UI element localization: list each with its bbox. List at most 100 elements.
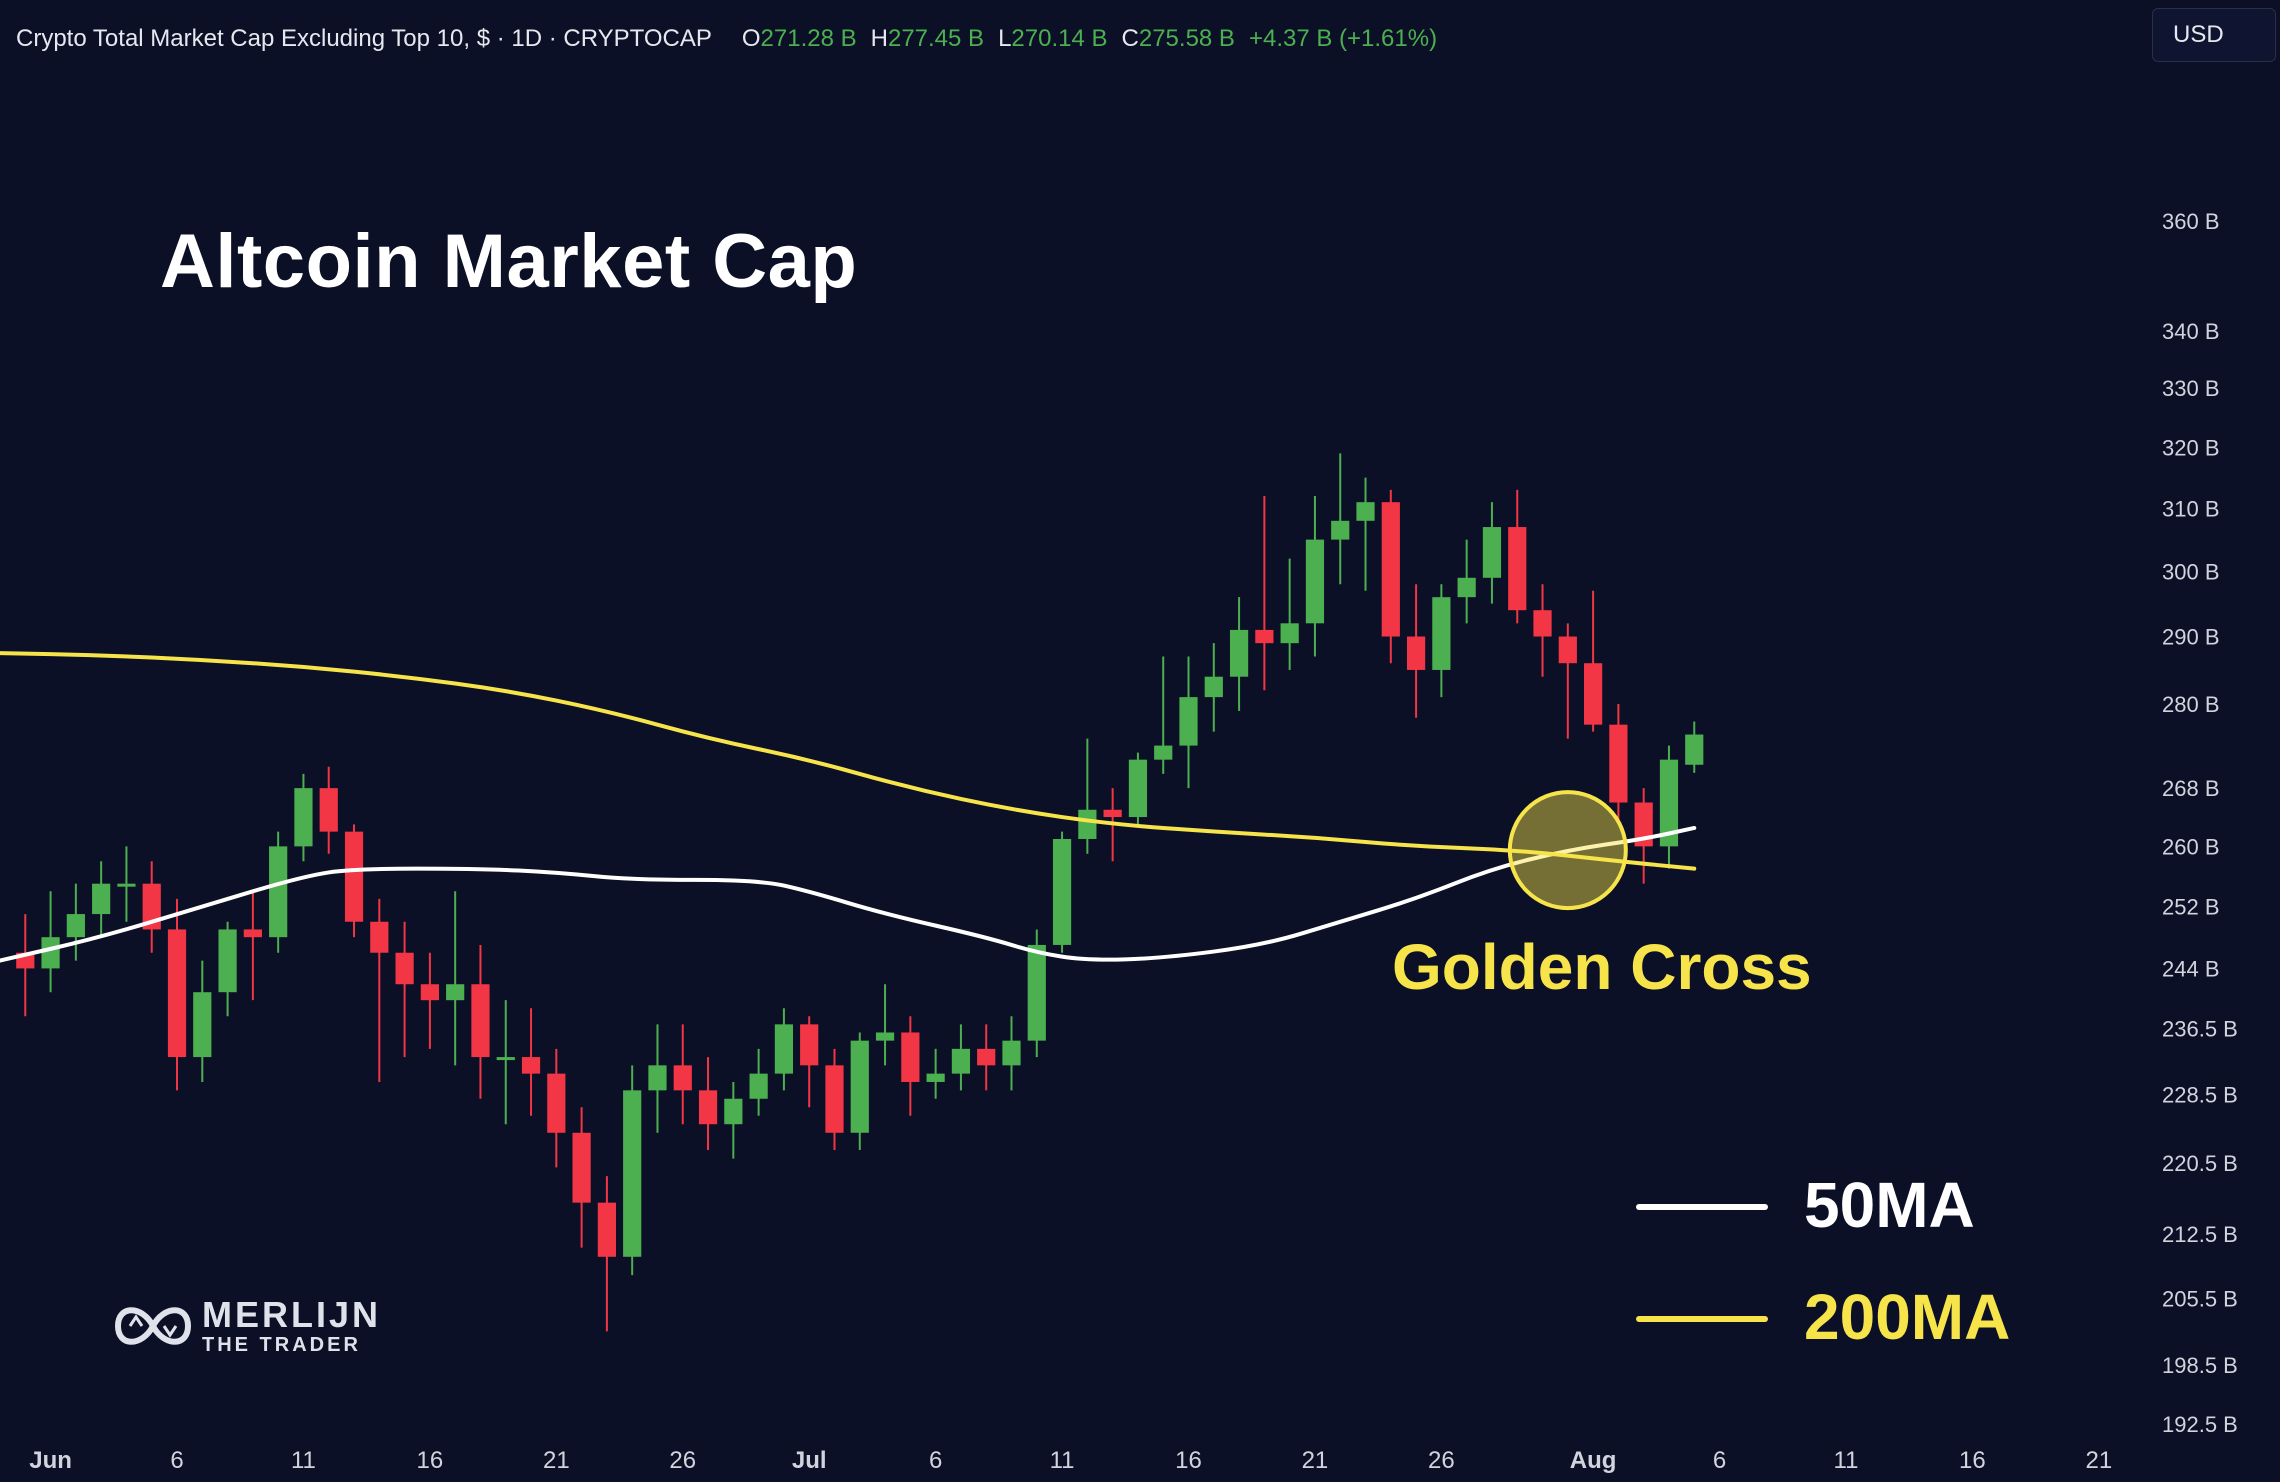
candle-2024-06-21 xyxy=(547,1048,566,1168)
candle-2024-07-29 xyxy=(1508,489,1527,624)
candle-2024-06-06 xyxy=(167,898,187,1091)
y-tick-label: 236.5 B xyxy=(2162,1016,2238,1041)
candle-body xyxy=(117,883,136,887)
candle-body xyxy=(774,1024,794,1074)
x-tick-label: 6 xyxy=(1713,1447,1726,1474)
candle-2024-06-15 xyxy=(395,921,414,1058)
y-tick-label: 360 B xyxy=(2162,209,2220,234)
candle-2024-06-18 xyxy=(471,944,490,1099)
candle-2024-07-02 xyxy=(825,1048,844,1151)
candle-2024-06-12 xyxy=(319,766,338,854)
candle-2024-06-01 xyxy=(41,891,60,993)
candle-body xyxy=(1482,527,1502,578)
x-tick-label: Aug xyxy=(1570,1447,1617,1474)
candle-body xyxy=(1584,663,1603,725)
candle-2024-08-02 xyxy=(1609,703,1628,825)
candle-2024-07-20 xyxy=(1280,558,1299,670)
candle-body xyxy=(698,1090,718,1125)
candle-body xyxy=(951,1048,971,1074)
x-tick-label: 21 xyxy=(2085,1447,2112,1474)
candle-2024-06-22 xyxy=(572,1107,591,1248)
candle-body xyxy=(269,846,288,938)
y-tick-label: 340 B xyxy=(2162,319,2220,344)
ma-line-200ma xyxy=(0,651,1697,871)
candle-2024-06-17 xyxy=(446,891,465,1066)
logo-line2: THE TRADER xyxy=(202,1334,361,1356)
low-label: L xyxy=(998,25,1012,52)
candle-2024-07-08 xyxy=(977,1024,996,1091)
candle-2024-07-06 xyxy=(926,1048,945,1099)
candle-2024-06-14 xyxy=(370,898,389,1082)
candle-2024-06-04 xyxy=(117,846,136,922)
x-tick-label: 21 xyxy=(543,1447,570,1474)
candle-2024-08-01 xyxy=(1584,590,1603,732)
candle-body xyxy=(395,952,414,985)
candle-2024-07-17 xyxy=(1204,643,1223,732)
candle-2024-06-20 xyxy=(521,1008,541,1116)
open-value: 271.28 B xyxy=(760,25,857,52)
candle-2024-07-22 xyxy=(1331,453,1350,585)
candle-2024-07-30 xyxy=(1533,584,1552,677)
y-tick-label: 228.5 B xyxy=(2162,1083,2238,1108)
candle-body xyxy=(673,1065,692,1091)
candle-body xyxy=(1331,520,1350,540)
candle-2024-07-23 xyxy=(1356,477,1375,591)
candle-body xyxy=(749,1073,768,1099)
candle-body xyxy=(66,914,85,938)
close-label: C xyxy=(1121,25,1139,52)
candle-body xyxy=(92,883,111,915)
x-tick-label: 11 xyxy=(1050,1447,1075,1474)
x-tick-label: Jul xyxy=(792,1447,827,1474)
candle-body xyxy=(1406,636,1426,670)
symbol-title: Crypto Total Market Cap Excluding Top 10… xyxy=(16,25,712,52)
candle-2024-07-26 xyxy=(1432,584,1451,698)
candle-body xyxy=(1078,809,1097,839)
candle-2024-06-26 xyxy=(673,1024,692,1125)
candle-body xyxy=(1002,1040,1021,1066)
candle-2024-07-01 xyxy=(800,1016,819,1108)
candle-body xyxy=(926,1073,945,1082)
candle-body xyxy=(193,992,212,1058)
candle-body xyxy=(1052,838,1072,945)
moving-averages-layer xyxy=(0,651,1697,963)
candle-2024-07-19 xyxy=(1255,496,1274,691)
candle-body xyxy=(1457,577,1476,598)
candle-body xyxy=(294,788,313,847)
x-tick-label: 16 xyxy=(1175,1447,1202,1474)
candle-body xyxy=(41,937,60,969)
candle-body xyxy=(1609,724,1628,803)
candle-body xyxy=(547,1073,566,1133)
candle-2024-07-03 xyxy=(850,1032,869,1151)
candle-body xyxy=(1154,745,1173,760)
candle-body xyxy=(344,831,364,922)
candle-2024-07-12 xyxy=(1078,738,1097,854)
candle-body xyxy=(1179,697,1198,746)
candle-2024-06-16 xyxy=(420,952,439,1049)
ma-line-50ma xyxy=(0,825,1697,963)
y-tick-label: 280 B xyxy=(2162,692,2220,717)
candle-body xyxy=(901,1032,920,1082)
candle-body xyxy=(850,1040,869,1133)
y-tick-label: 268 B xyxy=(2162,776,2220,801)
x-tick-label: 6 xyxy=(929,1447,942,1474)
candle-body xyxy=(572,1132,591,1203)
candle-2024-07-16 xyxy=(1179,656,1198,789)
candle-body xyxy=(218,929,237,993)
candle-body xyxy=(875,1032,895,1041)
legend-50ma-label: 50MA xyxy=(1804,1169,1975,1241)
golden-cross-label: Golden Cross xyxy=(1392,931,1812,1003)
currency-button[interactable]: USD xyxy=(2152,8,2276,62)
candle-body xyxy=(243,929,262,938)
candle-2024-06-08 xyxy=(218,921,237,1017)
candle-2024-05-31 xyxy=(16,914,35,1017)
candle-body xyxy=(420,984,439,1001)
candle-body xyxy=(1305,539,1325,624)
x-tick-label: 16 xyxy=(417,1447,444,1474)
candle-2024-06-02 xyxy=(66,883,85,961)
candle-2024-06-13 xyxy=(344,824,364,938)
candle-body xyxy=(623,1090,642,1257)
candle-2024-06-29 xyxy=(749,1048,768,1116)
candle-body xyxy=(167,929,187,1058)
candle-body xyxy=(1255,629,1274,644)
